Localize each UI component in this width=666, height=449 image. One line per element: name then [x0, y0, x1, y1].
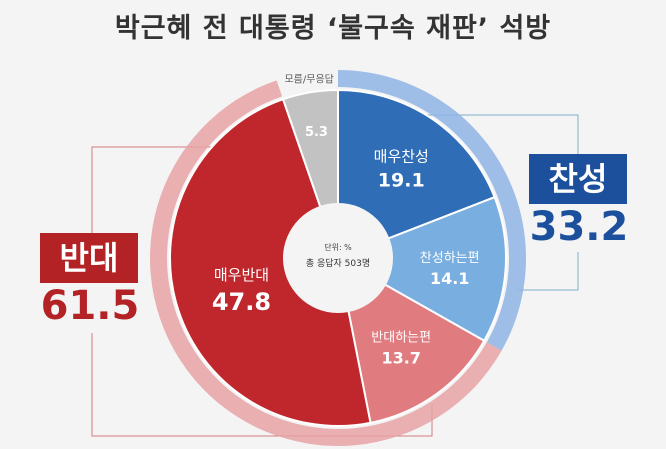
- support-connector-bottom: [517, 252, 579, 291]
- slice-label-매우찬성: 매우찬성: [374, 148, 429, 166]
- support-group-total: 33.2: [529, 204, 629, 250]
- slice-label-반대하는편: 반대하는편: [371, 331, 431, 346]
- slice-label-매우반대: 매우반대: [214, 266, 269, 284]
- slice-매우찬성: [337, 88, 496, 260]
- outer-ring-support: [338, 70, 526, 351]
- group-outer-ring: [149, 70, 526, 447]
- oppose-connector-top: [91, 146, 230, 233]
- oppose-group-badge: 반대: [40, 233, 138, 283]
- slice-value-매우반대: 47.8: [212, 288, 271, 316]
- slice-value-찬성하는편: 14.1: [430, 269, 469, 288]
- chart-title: 박근혜 전 대통령 ‘불구속 재판’ 석방: [114, 13, 552, 44]
- slice-label-찬성하는편: 찬성하는편: [420, 251, 480, 266]
- oppose-group-total: 61.5: [40, 283, 140, 329]
- slice-labels: 매우찬성 19.1 찬성하는편 14.1 반대하는편 13.7 매우반대 47.8 5.3 모름/…: [212, 73, 480, 367]
- slice-label-모름-무응답: 모름/무응답: [284, 73, 333, 85]
- slice-value-매우찬성: 19.1: [378, 170, 425, 192]
- slice-value-반대하는편: 13.7: [381, 349, 420, 368]
- slice-value-모름-무응답: 5.3: [305, 125, 328, 140]
- donut-slices: [169, 88, 507, 427]
- support-group-badge: 찬성: [529, 154, 627, 204]
- center-unit-text: 단위: %: [324, 242, 352, 252]
- slice-매우반대: [169, 97, 372, 427]
- donut-hole: [283, 203, 393, 313]
- center-sample-text: 총 응답자 503명: [306, 257, 370, 269]
